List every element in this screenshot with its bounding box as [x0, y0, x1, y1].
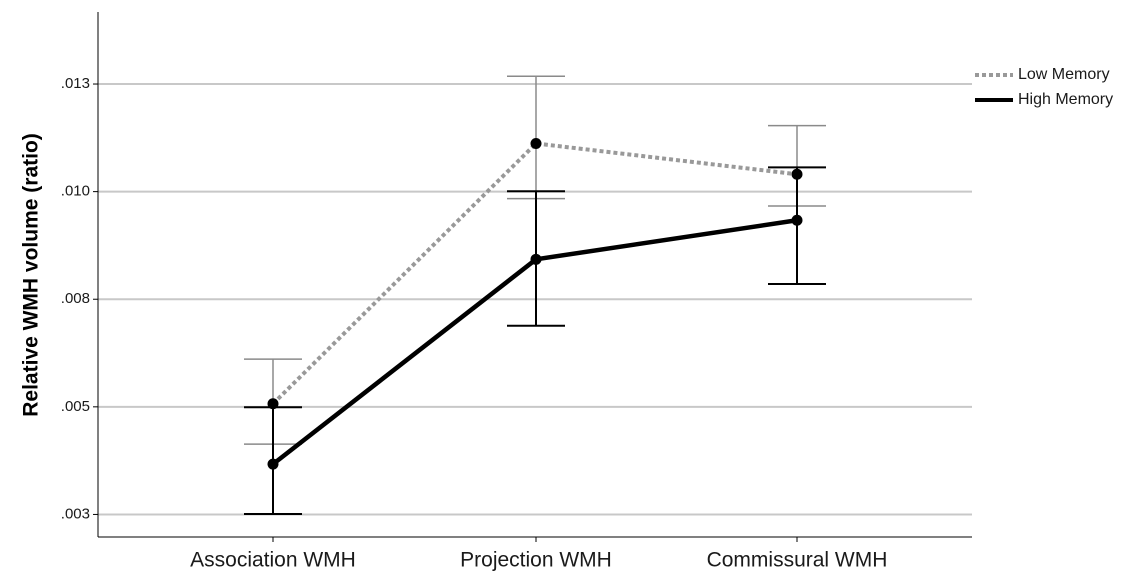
x-tick-label: Association WMH	[190, 549, 356, 572]
x-tick-label: Commissural WMH	[707, 549, 888, 572]
data-point	[791, 214, 803, 226]
y-tick-label: .005	[61, 398, 90, 415]
y-tick-labels: .003 .005 .008 .010 .013	[61, 75, 98, 522]
y-tick-label: .008	[61, 290, 90, 307]
y-tick-label: .013	[61, 75, 90, 92]
legend: Low Memory High Memory	[975, 66, 1113, 108]
x-tick-labels: Association WMH Projection WMH Commissural…	[190, 537, 887, 572]
data-point	[530, 137, 542, 149]
data-point	[530, 253, 542, 265]
y-tick-label: .003	[61, 505, 90, 522]
y-tick-label: .010	[61, 183, 90, 200]
data-point	[267, 458, 279, 470]
legend-label: High Memory	[1018, 91, 1113, 108]
series-group	[244, 75, 826, 516]
legend-label: Low Memory	[1018, 66, 1110, 83]
y-axis-label: Relative WMH volume (ratio)	[20, 133, 43, 417]
x-tick-label: Projection WMH	[460, 549, 612, 572]
axes	[97, 12, 972, 538]
series-high-memory	[244, 166, 826, 516]
